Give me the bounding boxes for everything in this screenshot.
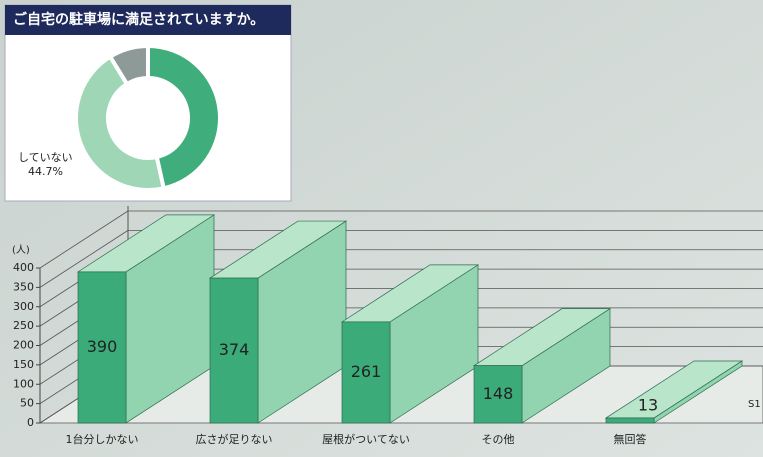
- y-tick-label: 250: [13, 319, 34, 332]
- donut-slice: [74, 53, 167, 192]
- value-label: 261: [351, 362, 382, 381]
- bar: [77, 271, 127, 424]
- inset-title-bar: [5, 5, 291, 35]
- bar: [605, 417, 655, 424]
- grid-line: [39, 230, 129, 288]
- grid-line: [39, 210, 129, 269]
- y-axis-label: (人): [12, 244, 30, 256]
- value-label: 13: [638, 395, 658, 414]
- slice-label: していない: [18, 151, 73, 164]
- pie-title: ご自宅の駐車場に満足されていますか。: [13, 11, 264, 28]
- x-tick-label: 屋根がついてない: [322, 432, 410, 446]
- donut-slice: [107, 43, 150, 87]
- y-tick-label: 300: [13, 300, 34, 313]
- series-label: S1: [748, 399, 761, 410]
- value-label: 390: [87, 337, 118, 356]
- bar: [341, 321, 391, 424]
- y-tick-label: 150: [13, 358, 34, 371]
- y-tick-label: 50: [20, 397, 34, 410]
- y-tick-label: 400: [13, 261, 34, 274]
- y-tick-label: 200: [13, 339, 34, 352]
- bar: [209, 277, 259, 424]
- y-tick-label: 0: [27, 416, 34, 429]
- y-tick-label: 100: [13, 377, 34, 390]
- donut-slice: [146, 43, 222, 191]
- x-tick-label: 1台分しかない: [66, 432, 139, 446]
- x-tick-label: 無回答: [614, 432, 647, 446]
- value-label: 148: [483, 384, 514, 403]
- value-label: 374: [219, 340, 250, 359]
- x-tick-label: 広さが足りない: [196, 432, 273, 446]
- slice-value-label: 44.7%: [28, 165, 63, 178]
- y-tick-label: 350: [13, 280, 34, 293]
- x-tick-label: その他: [482, 433, 515, 446]
- bar: [473, 365, 523, 424]
